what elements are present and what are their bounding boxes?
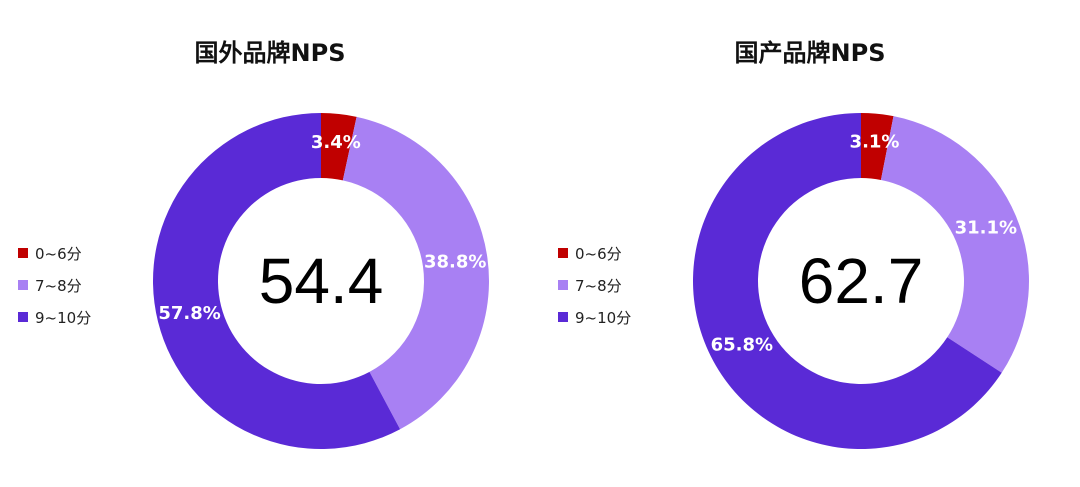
legend-swatch-high	[558, 312, 568, 322]
chart-domestic-brand: 3.1% 31.1% 65.8% 62.7 国产品牌NPS 0~6分 7~8分 9~1…	[540, 0, 1080, 487]
donut-chart-domestic: 3.1% 31.1% 65.8% 62.7	[693, 113, 1029, 449]
legend-item-low: 0~6分	[18, 237, 91, 269]
slice-high	[152, 113, 401, 449]
data-label-low: 3.4%	[311, 132, 361, 153]
legend-label: 9~10分	[35, 308, 92, 327]
data-label-low: 3.1%	[850, 132, 900, 153]
data-label-mid: 31.1%	[955, 217, 1017, 238]
chart-title: 国产品牌NPS	[734, 39, 886, 67]
slice-mid	[342, 116, 489, 430]
legend-swatch-low	[18, 248, 28, 258]
slice-high	[693, 113, 1002, 449]
legend-swatch-mid	[18, 280, 28, 290]
legend-item-low: 0~6分	[558, 237, 631, 269]
center-value: 54.4	[259, 245, 384, 317]
chart-foreign-brand: 3.4% 38.8% 57.8% 54.4 国外品牌NPS 0~6分 7~8分 9~1…	[18, 39, 489, 449]
legend: 0~6分 7~8分 9~10分	[558, 237, 631, 333]
chart-title: 国外品牌NPS	[194, 39, 346, 67]
legend-label: 7~8分	[575, 276, 622, 295]
legend-swatch-mid	[558, 280, 568, 290]
data-label-high: 65.8%	[711, 335, 773, 356]
legend-label: 0~6分	[575, 244, 622, 263]
legend-label: 0~6分	[35, 244, 82, 263]
legend-item-high: 9~10分	[558, 301, 631, 333]
legend-label: 9~10分	[575, 308, 632, 327]
legend-item-high: 9~10分	[18, 301, 91, 333]
legend-label: 7~8分	[35, 276, 82, 295]
donut-chart-foreign: 3.4% 38.8% 57.8% 54.4	[152, 113, 489, 449]
slice-mid	[880, 116, 1029, 373]
data-label-mid: 38.8%	[424, 251, 486, 272]
legend-swatch-low	[558, 248, 568, 258]
slice-low	[321, 113, 357, 181]
slice-low	[861, 113, 894, 180]
data-label-high: 57.8%	[158, 303, 220, 324]
legend: 0~6分 7~8分 9~10分	[18, 237, 91, 333]
legend-item-mid: 7~8分	[558, 269, 631, 301]
center-value: 62.7	[799, 245, 924, 317]
legend-swatch-high	[18, 312, 28, 322]
legend-item-mid: 7~8分	[18, 269, 91, 301]
